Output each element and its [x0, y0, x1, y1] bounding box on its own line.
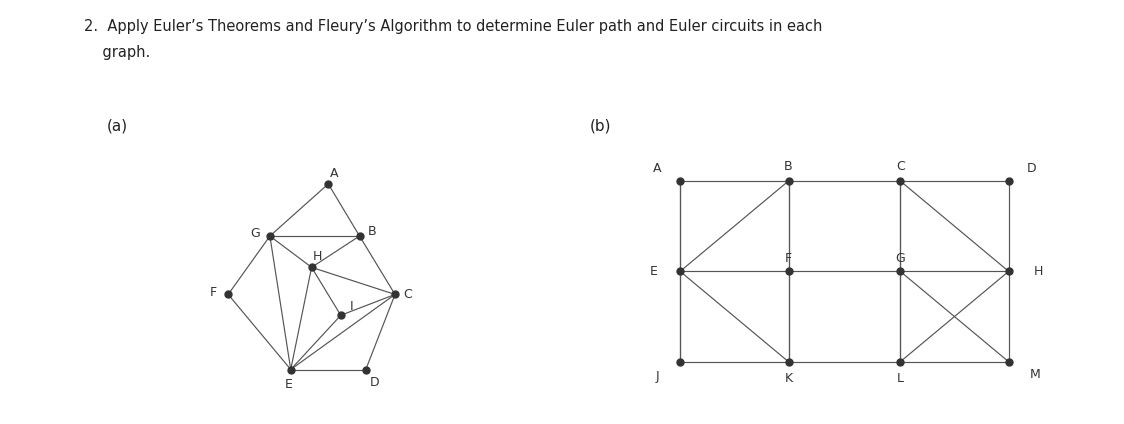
- Text: K: K: [785, 371, 792, 385]
- Text: graph.: graph.: [84, 45, 151, 59]
- Text: C: C: [896, 160, 905, 173]
- Text: D: D: [370, 376, 379, 388]
- Text: B: B: [785, 160, 792, 173]
- Text: H: H: [314, 251, 323, 263]
- Text: L: L: [897, 371, 904, 385]
- Text: A: A: [330, 167, 338, 180]
- Text: G: G: [251, 227, 260, 240]
- Text: J: J: [655, 370, 659, 383]
- Text: (b): (b): [590, 119, 611, 134]
- Text: G: G: [896, 252, 905, 265]
- Text: 2.  Apply Euler’s Theorems and Fleury’s Algorithm to determine Euler path and Eu: 2. Apply Euler’s Theorems and Fleury’s A…: [84, 19, 823, 34]
- Text: C: C: [404, 288, 411, 301]
- Text: F: F: [785, 252, 792, 265]
- Text: D: D: [1027, 162, 1036, 175]
- Text: H: H: [1034, 265, 1043, 278]
- Text: F: F: [210, 286, 217, 299]
- Text: A: A: [653, 162, 661, 175]
- Text: E: E: [650, 265, 658, 278]
- Text: I: I: [350, 301, 353, 313]
- Text: M: M: [1030, 368, 1041, 381]
- Text: B: B: [368, 226, 377, 238]
- Text: E: E: [284, 378, 292, 391]
- Text: (a): (a): [107, 119, 128, 134]
